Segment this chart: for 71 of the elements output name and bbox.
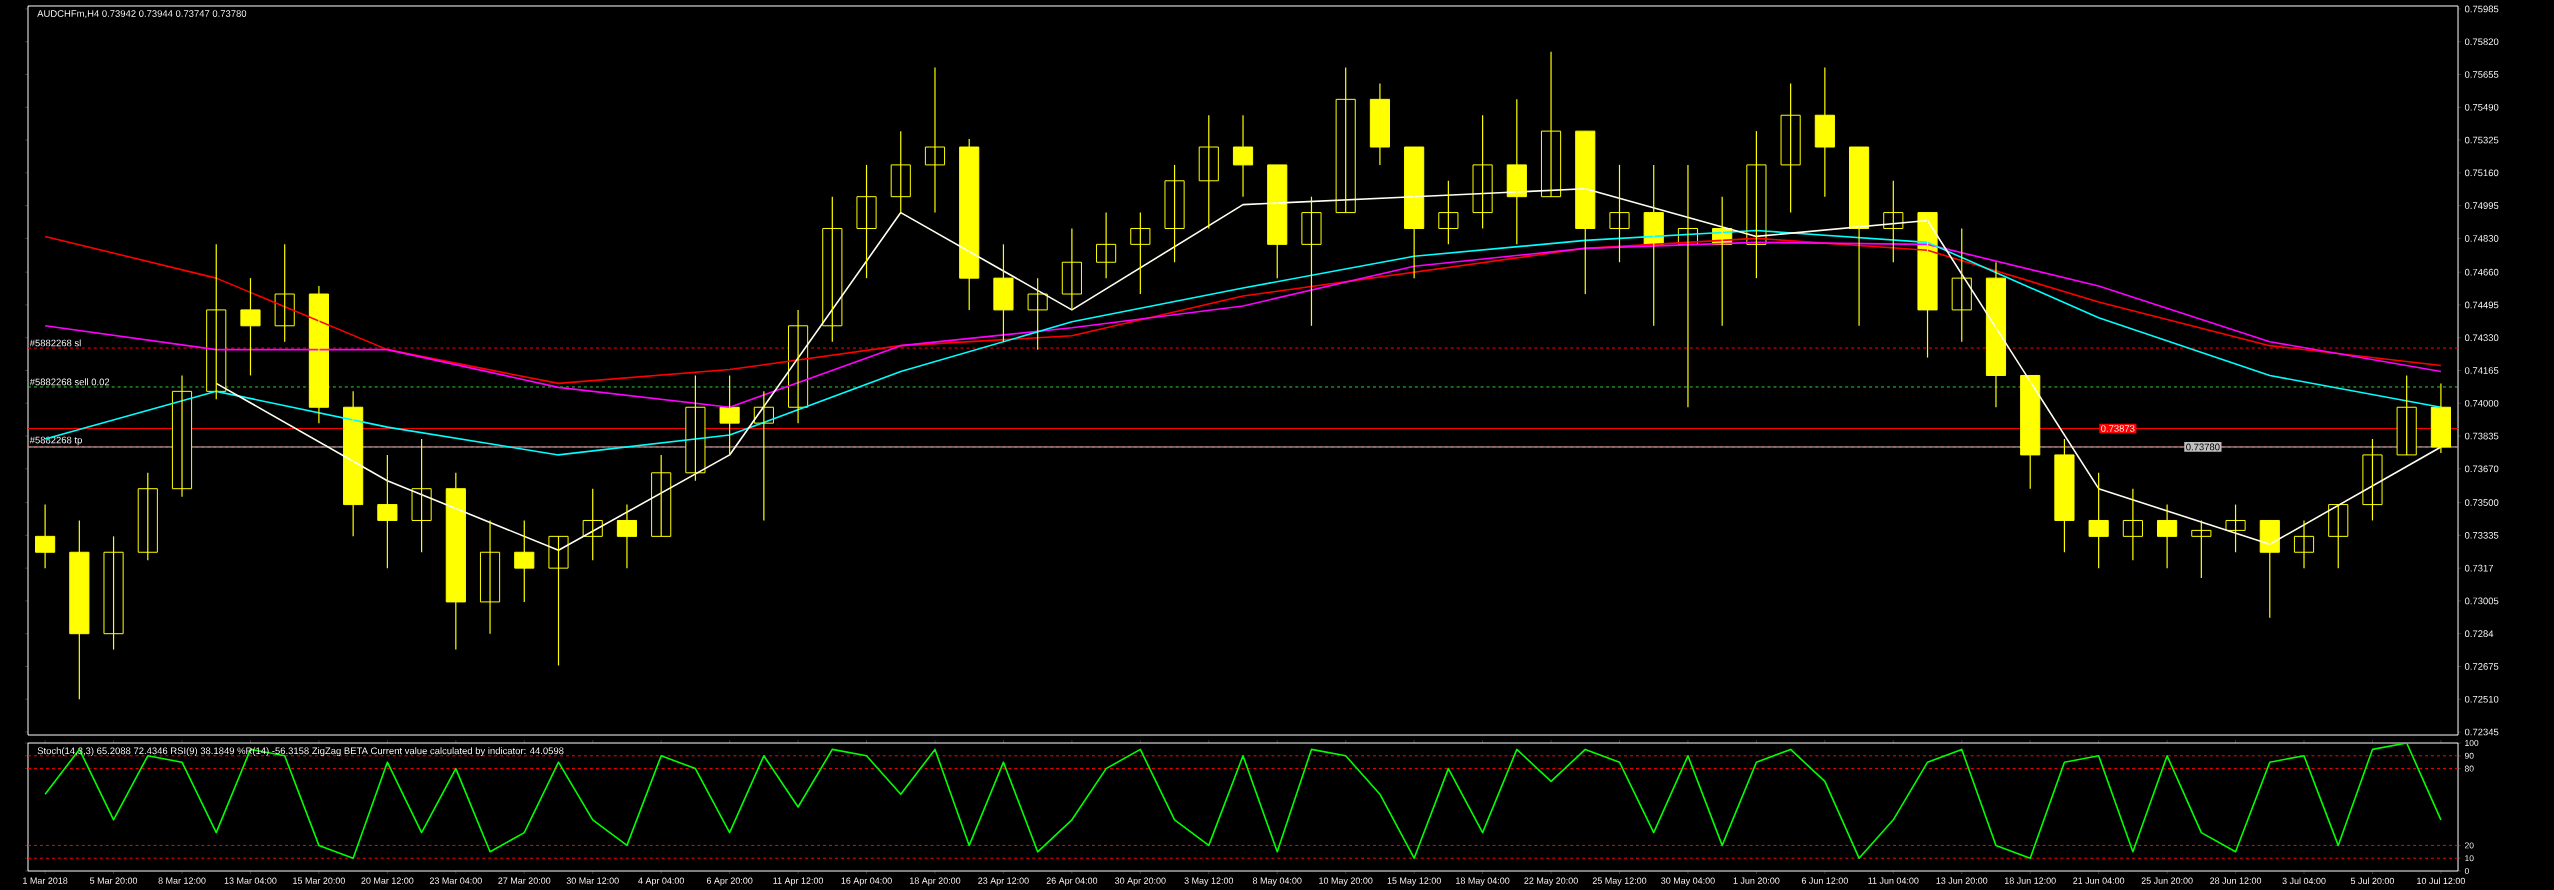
- y-tick-label: 0.73500: [2464, 499, 2499, 506]
- y-tick-label: 20: [2464, 842, 2474, 849]
- y-tick-label: 0.74000: [2464, 399, 2499, 407]
- x-tick-label: 20 Mar 12:00: [361, 877, 414, 884]
- x-tick-label: 10 May 20:00: [1319, 877, 1373, 886]
- x-tick-label: 5 Mar 20:00: [90, 877, 138, 884]
- y-tick-label: 0.75325: [2464, 136, 2499, 144]
- ref-line-label: 0.73780: [2186, 443, 2220, 451]
- ref-line-label: 0.73873: [2101, 425, 2135, 432]
- x-tick-label: 3 Jul 04:00: [2282, 877, 2326, 885]
- ref-line-label: #5882268 sell 0.02: [29, 378, 110, 386]
- x-tick-label: 3 May 12:00: [1184, 877, 1234, 886]
- x-tick-label: 30 Apr 20:00: [1115, 877, 1166, 886]
- x-tick-label: 22 May 20:00: [1524, 877, 1578, 886]
- x-tick-label: 21 Jun 04:00: [2073, 877, 2125, 884]
- x-tick-label: 18 Apr 20:00: [910, 877, 961, 886]
- y-tick-label: 0.73835: [2464, 432, 2499, 440]
- x-tick-label: 13 Jun 20:00: [1936, 877, 1988, 884]
- y-tick-label: 0.7317: [2464, 564, 2494, 572]
- x-tick-label: 5 Jul 20:00: [2350, 877, 2395, 885]
- y-tick-label: 0.75490: [2464, 103, 2499, 111]
- y-tick-label: 0.74830: [2464, 235, 2499, 242]
- y-tick-label: 0: [2464, 868, 2469, 874]
- x-tick-label: 4 Apr 04:00: [638, 877, 684, 886]
- x-tick-label: 23 Apr 12:00: [978, 877, 1029, 886]
- x-tick-label: 10 Jul 12:00: [2417, 877, 2465, 885]
- y-tick-label: 0.72675: [2464, 663, 2499, 670]
- y-tick-label: 0.72510: [2464, 695, 2499, 703]
- ref-line-label: #5882268 tp: [29, 436, 82, 446]
- x-tick-label: 18 May 04:00: [1456, 877, 1510, 886]
- y-tick-label: 0.75820: [2464, 38, 2499, 46]
- x-tick-label: 18 Jun 12:00: [2004, 877, 2056, 884]
- x-tick-label: 11 Jun 04:00: [1868, 877, 1919, 884]
- x-tick-label: 30 Mar 12:00: [566, 877, 619, 884]
- y-tick-label: 0.74495: [2464, 301, 2499, 309]
- x-tick-label: 13 Mar 04:00: [224, 877, 277, 884]
- x-tick-label: 28 Jun 12:00: [2210, 877, 2262, 884]
- x-tick-label: 8 May 04:00: [1252, 877, 1302, 886]
- y-tick-label: 10: [2465, 855, 2474, 862]
- x-tick-label: 1 Jun 20:00: [1733, 877, 1780, 884]
- y-tick-label: 0.75985: [2464, 5, 2499, 13]
- y-tick-label: 0.7284: [2464, 630, 2494, 638]
- x-tick-label: 6 Apr 20:00: [706, 877, 753, 886]
- x-tick-label: 25 May 12:00: [1592, 877, 1647, 886]
- y-tick-label: 0.75160: [2464, 169, 2499, 177]
- x-tick-label: 15 May 12:00: [1387, 877, 1441, 886]
- y-tick-label: 0.73005: [2464, 597, 2499, 605]
- x-tick-label: 1 Mar 2018: [23, 877, 68, 884]
- y-tick-label: 0.75655: [2464, 71, 2499, 78]
- y-tick-label: 0.74995: [2464, 202, 2499, 209]
- x-tick-label: 8 Mar 12:00: [158, 877, 206, 884]
- y-tick-label: 0.74660: [2464, 268, 2499, 276]
- y-tick-label: 0.73670: [2464, 465, 2499, 473]
- y-tick-label: 80: [2464, 765, 2474, 772]
- x-tick-label: 11 Apr 12:00: [773, 877, 824, 886]
- x-tick-label: 30 May 04:00: [1661, 877, 1715, 886]
- ref-line-label: #5882268 sl: [29, 339, 81, 347]
- x-tick-label: 6 Jun 12:00: [1801, 877, 1848, 884]
- chart-title: AUDCHFm,H4 0.73942 0.73944 0.73747 0.73780: [37, 10, 247, 19]
- x-tick-label: 26 Apr 04:00: [1046, 877, 1098, 886]
- x-tick-label: 23 Mar 04:00: [429, 877, 482, 884]
- y-tick-label: 0.72345: [2464, 728, 2499, 736]
- x-tick-label: 27 Mar 20:00: [498, 877, 551, 884]
- x-tick-label: 16 Apr 04:00: [841, 877, 892, 886]
- y-tick-label: 90: [2464, 752, 2474, 759]
- y-tick-label: 0.74330: [2464, 334, 2499, 342]
- y-tick-label: 100: [2465, 740, 2479, 746]
- x-tick-label: 25 Jun 20:00: [2141, 877, 2193, 884]
- y-tick-label: 0.73335: [2464, 532, 2499, 539]
- y-tick-label: 0.74165: [2464, 367, 2499, 374]
- x-tick-label: 15 Mar 20:00: [293, 877, 345, 884]
